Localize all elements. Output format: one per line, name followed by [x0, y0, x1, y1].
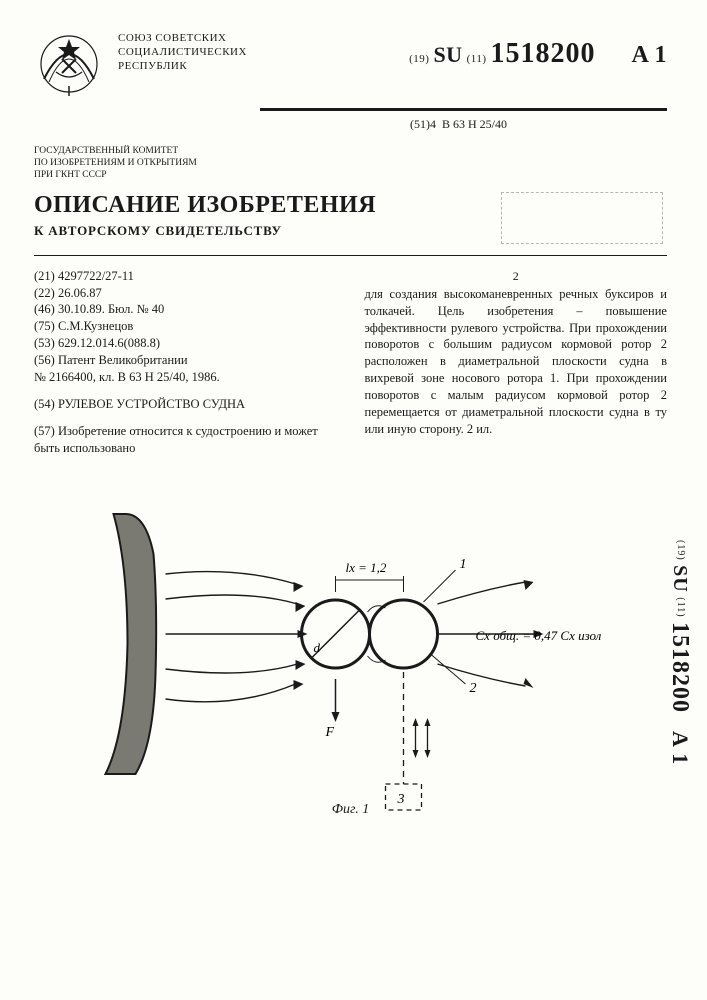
stamp-box — [501, 192, 663, 244]
biblio-field-54: (54) РУЛЕВОЕ УСТРОЙСТВО СУДНА — [34, 396, 337, 413]
biblio-field-53: (53) 629.12.014.6(088.8) — [34, 335, 337, 352]
biblio-field-22: (22) 26.06.87 — [34, 285, 337, 302]
biblio-field-75: (75) С.М.Кузнецов — [34, 318, 337, 335]
ref-f: F — [325, 725, 335, 740]
ref-3: 3 — [397, 792, 405, 807]
ussr-emblem — [34, 24, 104, 104]
biblio-field-46: (46) 30.10.89. Бюл. № 40 — [34, 301, 337, 318]
side-country: SU — [669, 565, 691, 593]
subheader: ГОСУДАРСТВЕННЫЙ КОМИТЕТ ПО ИЗОБРЕТЕНИЯМ … — [0, 132, 707, 182]
figure-1: lx = 1,2 1 2 d F 3 Cx об — [34, 484, 667, 824]
issuer-line: РЕСПУБЛИК — [118, 60, 258, 74]
biblio-field-21: (21) 4297722/27-11 — [34, 268, 337, 285]
country-code: SU — [433, 42, 462, 67]
ref-2: 2 — [470, 681, 477, 696]
biblio-field-56: (56) Патент Великобритании — [34, 352, 337, 369]
dim-label: lx = 1,2 — [346, 560, 387, 575]
committee-line: ПО ИЗОБРЕТЕНИЯМ И ОТКРЫТИЯМ — [34, 158, 234, 170]
figure-svg: lx = 1,2 1 2 d F 3 Cx об — [34, 484, 667, 824]
abstract-text: для создания высокоманевренных речных бу… — [365, 286, 668, 438]
publication-number: (19) SU (11) 1518200 A 1 — [409, 24, 667, 70]
ref-d: d — [314, 640, 321, 655]
header: СОЮЗ СОВЕТСКИХ СОЦИАЛИСТИЧЕСКИХ РЕСПУБЛИ… — [0, 0, 707, 104]
kind-code: A 1 — [631, 42, 667, 68]
figure-caption: Фиг. 1 — [332, 802, 370, 818]
column-left: (21) 4297722/27-11 (22) 26.06.87 (46) 30… — [34, 268, 337, 457]
side-publication-code: (19) SU (11) 1518200 A 1 — [666, 540, 693, 765]
side-prefix: (19) — [675, 540, 686, 561]
ref-1: 1 — [460, 557, 467, 572]
num-prefix: (11) — [467, 53, 487, 65]
side-doc-number: 1518200 — [667, 622, 693, 713]
biblio-columns: (21) 4297722/27-11 (22) 26.06.87 (46) 30… — [0, 256, 707, 457]
doc-number: 1518200 — [490, 38, 595, 69]
ipc-prefix: (51)4 — [410, 117, 436, 131]
ipc-class: (51)4 B 63 H 25/40 — [0, 111, 707, 132]
country-prefix: (19) — [409, 53, 429, 65]
cx-formula: Cx общ. = 0,47 Cx изол — [476, 628, 602, 643]
issuer-line: СОЮЗ СОВЕТСКИХ — [118, 32, 258, 46]
patent-page: СОЮЗ СОВЕТСКИХ СОЦИАЛИСТИЧЕСКИХ РЕСПУБЛИ… — [0, 0, 707, 1000]
issuer-name: СОЮЗ СОВЕТСКИХ СОЦИАЛИСТИЧЕСКИХ РЕСПУБЛИ… — [118, 24, 258, 73]
issuer-line: СОЦИАЛИСТИЧЕСКИХ — [118, 46, 258, 60]
ipc-code: B 63 H 25/40 — [442, 117, 507, 131]
committee-line: ПРИ ГКНТ СССР — [34, 170, 234, 182]
biblio-field-56b: № 2166400, кл. B 63 H 25/40, 1986. — [34, 369, 337, 386]
col2-number: 2 — [365, 268, 668, 284]
side-kind: A 1 — [668, 731, 693, 765]
biblio-field-57: (57) Изобретение относится к судостроени… — [34, 423, 337, 457]
column-right: 2 для создания высокоманевренных речных … — [365, 268, 668, 457]
committee-line: ГОСУДАРСТВЕННЫЙ КОМИТЕТ — [34, 146, 234, 158]
side-num-prefix: (11) — [675, 597, 686, 617]
committee: ГОСУДАРСТВЕННЫЙ КОМИТЕТ ПО ИЗОБРЕТЕНИЯМ … — [34, 146, 234, 182]
